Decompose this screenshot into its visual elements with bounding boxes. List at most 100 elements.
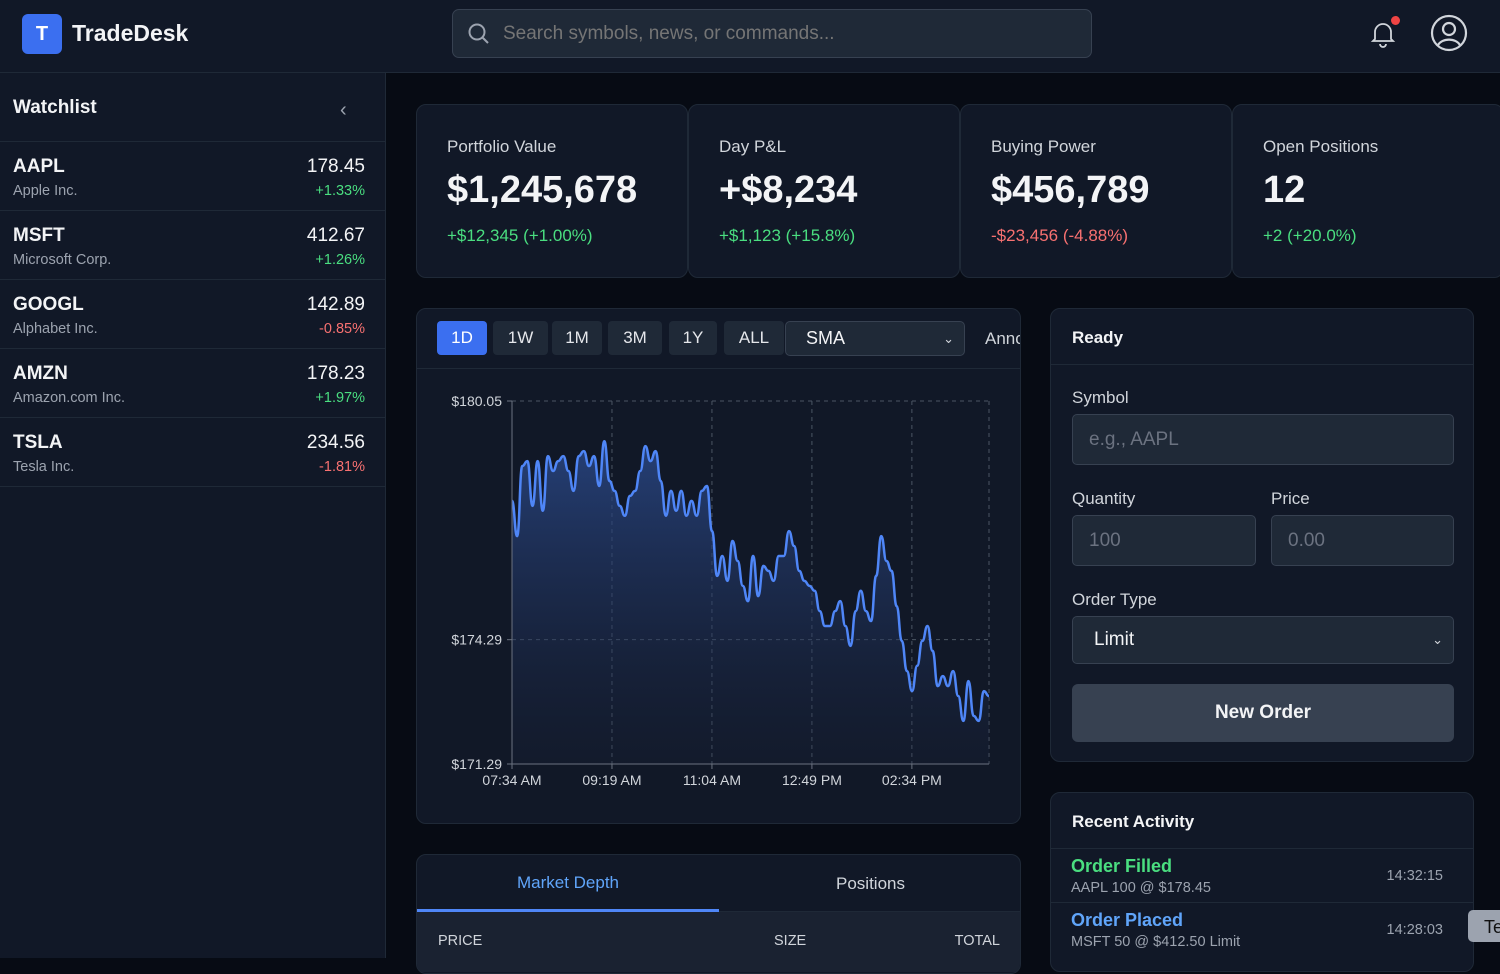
- activity-detail: MSFT 50 @ $412.50 Limit: [1071, 934, 1241, 950]
- timeframe-1d-button[interactable]: 1D: [437, 321, 487, 355]
- activity-detail: AAPL 100 @ $178.45: [1071, 880, 1211, 896]
- stat-change: -$23,456 (-4.88%): [991, 226, 1129, 245]
- x-tick-label: 12:49 PM: [782, 772, 842, 788]
- x-tick-label: 11:04 AM: [683, 772, 741, 788]
- watchlist-item[interactable]: AMZN Amazon.com Inc. 178.23 +1.97%: [0, 349, 385, 418]
- stat-card: Open Positions 12 +2 (+20.0%): [1232, 104, 1500, 278]
- chevron-down-icon: ⌄: [1432, 632, 1443, 647]
- search-input[interactable]: [452, 9, 1092, 58]
- stat-value: $1,245,678: [447, 169, 638, 211]
- watchlist-item[interactable]: GOOGL Alphabet Inc. 142.89 -0.85%: [0, 280, 385, 349]
- column-size: SIZE: [774, 933, 807, 949]
- activity-time: 14:32:15: [1386, 868, 1443, 884]
- recent-activity-card: Recent Activity Order Filled AAPL 100 @ …: [1050, 792, 1474, 972]
- watchlist-company: Apple Inc.: [13, 183, 78, 199]
- order-type-label: Order Type: [1072, 590, 1157, 609]
- y-tick-label: $171.29: [451, 756, 502, 772]
- chevron-left-icon[interactable]: ‹: [340, 99, 347, 121]
- stat-value: +$8,234: [719, 169, 858, 211]
- watchlist-item[interactable]: TSLA Tesla Inc. 234.56 -1.81%: [0, 418, 385, 487]
- quantity-input[interactable]: 100: [1072, 515, 1256, 566]
- tab-market-depth[interactable]: Market Depth: [417, 855, 719, 912]
- market-depth-card: Market Depth Positions PRICE SIZE TOTAL: [416, 854, 1021, 974]
- stat-label: Open Positions: [1263, 137, 1379, 156]
- watchlist-symbol: AAPL: [13, 156, 65, 177]
- top-header: T TradeDesk: [0, 0, 1500, 73]
- watchlist-price: 142.89: [306, 294, 365, 315]
- stat-label: Portfolio Value: [447, 137, 557, 156]
- watchlist-company: Amazon.com Inc.: [13, 390, 126, 406]
- price-area: [512, 441, 989, 764]
- symbol-input[interactable]: e.g., AAPL: [1072, 414, 1454, 465]
- search-icon: [468, 23, 489, 44]
- stat-change: +2 (+20.0%): [1263, 226, 1357, 245]
- timeframe-3m-button[interactable]: 3M: [608, 321, 662, 355]
- watchlist-change: -0.85%: [319, 321, 365, 337]
- tab-positions[interactable]: Positions: [719, 855, 1020, 912]
- x-tick-label: 07:34 AM: [482, 772, 541, 788]
- stat-card: Day P&L +$8,234 +$1,123 (+15.8%): [688, 104, 960, 278]
- price-label: Price: [1271, 489, 1310, 508]
- watchlist-change: +1.26%: [315, 252, 365, 268]
- user-circle-icon[interactable]: [1430, 14, 1468, 52]
- app-title: TradeDesk: [72, 20, 189, 46]
- stats-row: Portfolio Value $1,245,678 +$12,345 (+1.…: [416, 104, 1500, 278]
- y-tick-label: $180.05: [451, 393, 502, 409]
- indicator-select[interactable]: SMA ⌄: [785, 321, 965, 356]
- symbol-label: Symbol: [1072, 388, 1129, 407]
- watchlist-price: 178.23: [306, 363, 365, 384]
- stat-label: Buying Power: [991, 137, 1096, 156]
- watchlist-change: -1.81%: [319, 459, 365, 475]
- y-tick-label: $174.29: [451, 632, 502, 648]
- recent-activity-title: Recent Activity: [1072, 812, 1195, 831]
- watchlist-title: Watchlist: [13, 97, 97, 118]
- watchlist-change: +1.33%: [315, 183, 365, 199]
- x-tick-label: 02:34 PM: [882, 772, 942, 788]
- timeframe-1m-button[interactable]: 1M: [552, 321, 602, 355]
- indicator-value: SMA: [806, 328, 846, 348]
- watchlist-company: Microsoft Corp.: [13, 252, 112, 268]
- watchlist-item[interactable]: AAPL Apple Inc. 178.45 +1.33%: [0, 142, 385, 211]
- app-logo: T: [22, 14, 62, 54]
- watchlist-symbol: TSLA: [13, 432, 63, 453]
- watchlist-company: Tesla Inc.: [13, 459, 75, 475]
- watchlist-item[interactable]: MSFT Microsoft Corp. 412.67 +1.26%: [0, 211, 385, 280]
- stat-value: $456,789: [991, 169, 1150, 211]
- new-order-button[interactable]: New Order: [1072, 684, 1454, 742]
- activity-item[interactable]: Order Placed MSFT 50 @ $412.50 Limit 14:…: [1051, 902, 1473, 956]
- watchlist-change: +1.97%: [315, 390, 365, 406]
- watchlist-symbol: GOOGL: [13, 294, 84, 315]
- activity-item[interactable]: Order Filled AAPL 100 @ $178.45 14:32:15: [1051, 848, 1473, 902]
- stat-card: Buying Power $456,789 -$23,456 (-4.88%): [960, 104, 1232, 278]
- price-input[interactable]: 0.00: [1271, 515, 1454, 566]
- watchlist-sidebar: Watchlist ‹ AAPL Apple Inc. 178.45 +1.33…: [0, 73, 386, 958]
- price-line: [510, 439, 990, 723]
- chevron-down-icon: ⌄: [943, 330, 954, 346]
- x-tick-label: 09:19 AM: [582, 772, 641, 788]
- notification-dot: [1391, 16, 1400, 25]
- bell-icon[interactable]: [1370, 20, 1396, 48]
- watchlist-company: Alphabet Inc.: [13, 321, 98, 337]
- watchlist-symbol: AMZN: [13, 363, 68, 384]
- watchlist-price: 178.45: [306, 156, 365, 177]
- activity-title: Order Filled: [1071, 856, 1173, 876]
- order-card: Ready Symbol e.g., AAPL Quantity 100 Pri…: [1050, 308, 1474, 762]
- watchlist-price: 412.67: [306, 225, 365, 246]
- toast-notification[interactable]: Te: [1468, 910, 1500, 942]
- stat-label: Day P&L: [719, 137, 787, 156]
- quantity-label: Quantity: [1072, 489, 1136, 508]
- timeframe-1w-button[interactable]: 1W: [493, 321, 548, 355]
- timeframe-1y-button[interactable]: 1Y: [669, 321, 717, 355]
- column-total: TOTAL: [954, 933, 1000, 949]
- activity-time: 14:28:03: [1386, 922, 1443, 938]
- watchlist-symbol: MSFT: [13, 225, 65, 246]
- order-type-select[interactable]: Limit ⌄: [1072, 616, 1454, 664]
- stat-change: +$1,123 (+15.8%): [719, 226, 856, 245]
- activity-title: Order Placed: [1071, 910, 1184, 930]
- annotate-button[interactable]: Anno: [985, 329, 1021, 348]
- watchlist-price: 234.56: [306, 432, 365, 453]
- stat-value: 12: [1263, 169, 1306, 211]
- timeframe-all-button[interactable]: ALL: [724, 321, 784, 355]
- chart-card: 1D 1W 1M 3M 1Y ALL SMA ⌄ Anno $180.05 $174.29 $1…: [416, 308, 1021, 824]
